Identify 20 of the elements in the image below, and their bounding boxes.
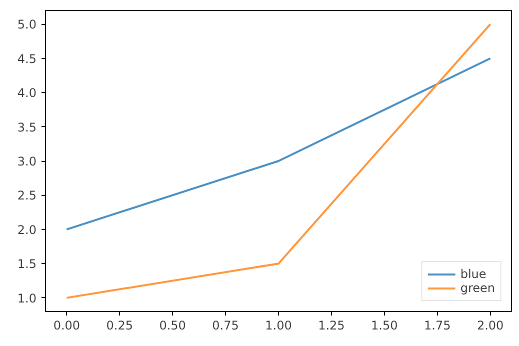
y-tick-label: 4.0 — [17, 86, 37, 100]
x-tick-label: 1.25 — [318, 318, 345, 332]
y-tick-label: 3.5 — [17, 120, 37, 134]
legend-label: blue — [460, 267, 486, 281]
y-tick-label: 5.0 — [17, 18, 37, 32]
x-tick-label: 1.50 — [371, 318, 398, 332]
x-tick-label: 2.00 — [476, 318, 504, 332]
y-tick-label: 2.5 — [17, 188, 37, 203]
y-tick-label: 1.5 — [17, 257, 37, 272]
legend-label: green — [460, 281, 495, 295]
y-tick-label: 3.0 — [17, 154, 37, 168]
x-tick-label: 0.25 — [106, 318, 133, 332]
x-tick-label: 0.50 — [159, 318, 186, 332]
y-tick-label: 4.5 — [17, 52, 37, 66]
y-tick-label: 2.0 — [17, 222, 37, 237]
x-tick-label: 1.75 — [424, 318, 451, 332]
x-tick-label: 1.00 — [265, 318, 292, 332]
y-tick-label: 1.0 — [17, 291, 37, 306]
x-tick-label: 0.00 — [53, 318, 80, 332]
x-tick-label: 0.75 — [212, 318, 239, 332]
